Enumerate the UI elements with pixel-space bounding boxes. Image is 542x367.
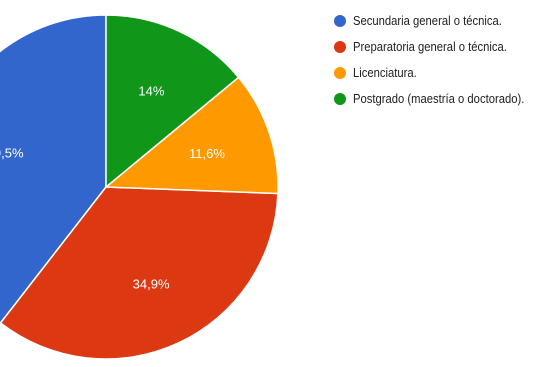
legend-swatch-postgrado [334,93,346,105]
legend: Secundaria general o técnica. Preparator… [334,8,542,112]
pie-slice-postgrado[interactable] [105,14,240,189]
legend-swatch-licenciatura [334,67,346,79]
pie-label-postgrado: 14% [138,84,164,99]
legend-item-licenciatura[interactable]: Licenciatura. [334,60,542,86]
legend-item-secundaria[interactable]: Secundaria general o técnica. [334,8,542,34]
legend-swatch-preparatoria [334,41,346,53]
legend-item-postgrado[interactable]: Postgrado (maestría o doctorado). [334,86,542,112]
pie-slice-secundaria[interactable] [0,14,107,324]
pie-label-secundaria: 39,5% [0,146,24,161]
pie-label-preparatoria: 34,9% [133,277,170,292]
legend-label-secundaria: Secundaria general o técnica. [353,14,502,28]
legend-item-preparatoria[interactable]: Preparatoria general o técnica. [334,34,542,60]
pie-slice-preparatoria[interactable] [0,186,279,360]
pie-label-licenciatura: 11,6% [189,146,225,161]
pie-slice-licenciatura[interactable] [104,76,279,195]
pie-value-labels: 39,5% 34,9% 11,6% 14% [0,84,225,292]
pie-slices [0,14,279,360]
legend-label-postgrado: Postgrado (maestría o doctorado). [353,92,525,106]
legend-swatch-secundaria [334,15,346,27]
legend-label-preparatoria: Preparatoria general o técnica. [353,40,507,54]
legend-label-licenciatura: Licenciatura. [353,66,417,80]
